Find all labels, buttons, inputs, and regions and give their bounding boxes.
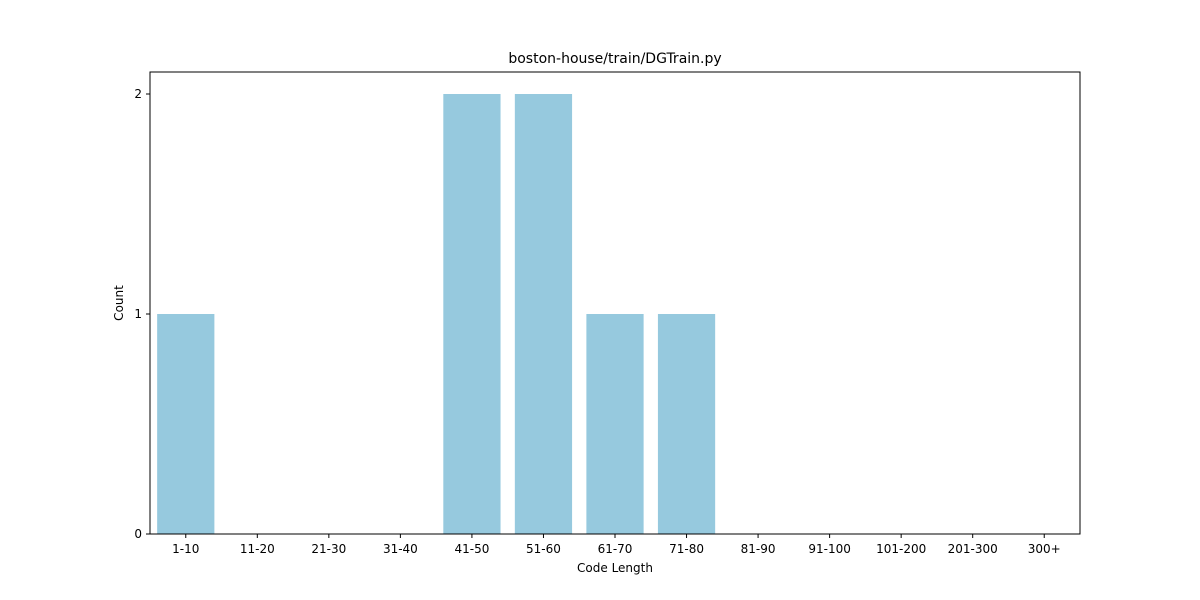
x-tick-label: 51-60 bbox=[526, 542, 561, 556]
y-axis-label: Count bbox=[112, 285, 126, 321]
y-tick-label: 0 bbox=[134, 527, 142, 541]
bar-61-70 bbox=[586, 314, 644, 534]
x-axis-ticks: 1-10 11-20 21-30 31-40 41-50 51-60 61-70 71-80 8… bbox=[172, 534, 1061, 556]
x-tick-label: 91-100 bbox=[808, 542, 851, 556]
bar-51-60 bbox=[514, 94, 573, 534]
x-tick-label: 11-20 bbox=[240, 542, 275, 556]
bars-group bbox=[157, 94, 716, 534]
x-tick-label: 61-70 bbox=[598, 542, 633, 556]
x-tick-label: 300+ bbox=[1028, 542, 1061, 556]
x-tick-label: 71-80 bbox=[669, 542, 704, 556]
bar-41-50 bbox=[443, 94, 501, 534]
bar-1-10 bbox=[157, 314, 215, 534]
x-tick-label: 101-200 bbox=[876, 542, 926, 556]
x-tick-label: 201-300 bbox=[948, 542, 998, 556]
x-tick-label: 41-50 bbox=[454, 542, 489, 556]
x-axis-label: Code Length bbox=[577, 561, 653, 575]
y-tick-label: 1 bbox=[134, 307, 142, 321]
chart-title: boston-house/train/DGTrain.py bbox=[508, 51, 721, 67]
x-tick-label: 21-30 bbox=[311, 542, 346, 556]
x-tick-label: 1-10 bbox=[172, 542, 199, 556]
x-tick-label: 81-90 bbox=[741, 542, 776, 556]
y-axis-ticks: 0 1 2 bbox=[134, 87, 150, 541]
y-tick-label: 2 bbox=[134, 87, 142, 101]
bar-71-80 bbox=[657, 314, 716, 534]
x-tick-label: 31-40 bbox=[383, 542, 418, 556]
